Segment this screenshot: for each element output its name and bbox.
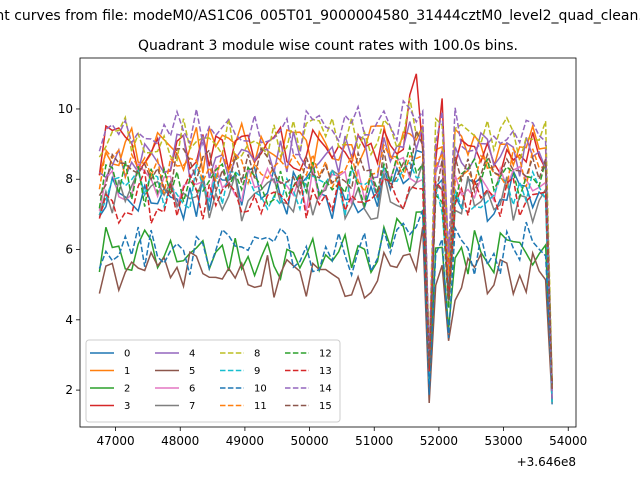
legend-label-11: 11 xyxy=(254,401,267,412)
legend-label-3: 3 xyxy=(124,401,130,412)
y-tick-label: 4 xyxy=(65,313,73,327)
legend-label-6: 6 xyxy=(189,384,195,395)
x-tick-label: 48000 xyxy=(161,434,199,448)
x-tick-label: 47000 xyxy=(96,434,134,448)
series-line-8 xyxy=(98,97,553,382)
figure-suptitle: Light curves from file: modeM0/AS1C06_00… xyxy=(0,8,640,24)
legend-label-5: 5 xyxy=(189,366,195,377)
y-tick-label: 6 xyxy=(65,243,73,257)
legend-label-2: 2 xyxy=(124,384,130,395)
y-tick-label: 8 xyxy=(65,172,73,186)
series-line-3 xyxy=(98,73,553,386)
legend-box xyxy=(85,339,341,423)
legend-label-0: 0 xyxy=(124,349,130,360)
y-tick-label: 10 xyxy=(58,102,73,116)
legend-label-9: 9 xyxy=(254,366,260,377)
x-tick-label: 51000 xyxy=(355,434,393,448)
legend-label-14: 14 xyxy=(319,384,332,395)
plot-area xyxy=(98,73,553,405)
legend-label-8: 8 xyxy=(254,349,260,360)
x-offset-label: +3.646e8 xyxy=(517,455,576,469)
x-tick-label: 52000 xyxy=(420,434,458,448)
series-lines xyxy=(98,73,553,405)
x-tick-label: 49000 xyxy=(226,434,264,448)
x-tick-label: 50000 xyxy=(290,434,328,448)
legend-label-13: 13 xyxy=(319,366,332,377)
axes: 47000 48000 49000 50000 51000 52000 53000 54000… xyxy=(58,57,587,448)
series-line-11 xyxy=(98,143,553,390)
legend-label-4: 4 xyxy=(189,349,195,360)
series-line-2 xyxy=(98,211,553,392)
x-tick-label: 54000 xyxy=(549,434,587,448)
chart-title: Quadrant 3 module wise count rates with … xyxy=(138,38,518,54)
series-line-13 xyxy=(98,168,553,384)
legend-label-12: 12 xyxy=(319,349,332,360)
series-line-4 xyxy=(98,121,553,395)
legend-label-1: 1 xyxy=(124,366,130,377)
series-line-7 xyxy=(98,162,553,404)
series-line-15 xyxy=(98,128,553,390)
axes-frame xyxy=(79,57,577,428)
series-line-9 xyxy=(98,161,553,403)
legend-label-7: 7 xyxy=(189,401,195,412)
legend-label-10: 10 xyxy=(254,384,267,395)
series-line-10 xyxy=(98,209,553,395)
series-line-14 xyxy=(98,99,553,399)
legend-label-15: 15 xyxy=(319,401,332,412)
y-tick-label: 2 xyxy=(65,383,73,397)
series-line-12 xyxy=(98,144,553,384)
x-tick-label: 53000 xyxy=(484,434,522,448)
